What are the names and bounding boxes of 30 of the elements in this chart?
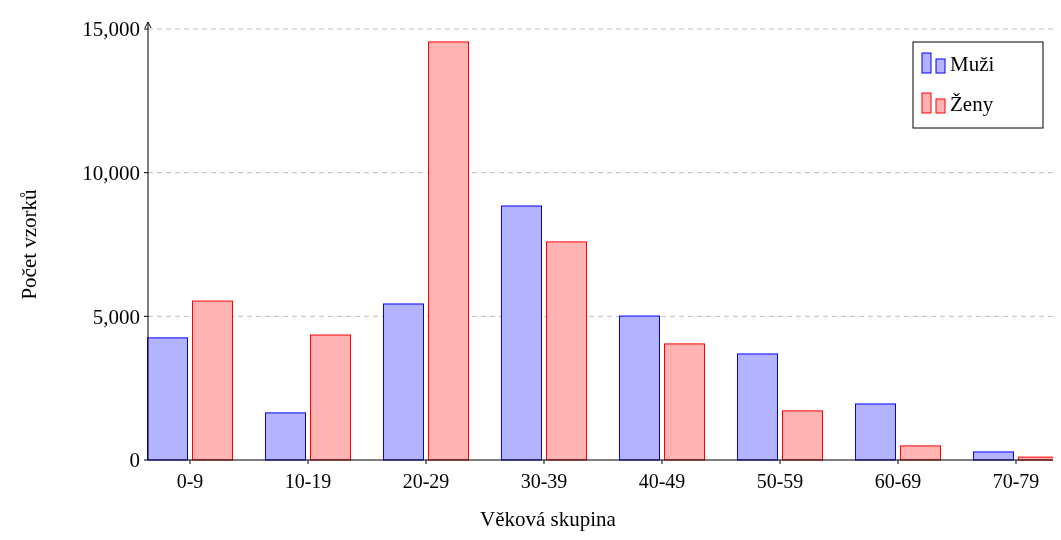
y-tick-label: 10,000 xyxy=(82,161,140,186)
y-axis-title: Počet vzorků xyxy=(17,188,41,300)
bar xyxy=(664,343,705,461)
bar xyxy=(310,334,351,461)
bar xyxy=(501,205,542,461)
x-tick-label: 0-9 xyxy=(176,470,204,492)
y-tick-label: 0 xyxy=(129,448,140,473)
x-tick-label: 10-19 xyxy=(284,470,332,492)
x-tick-label: 40-49 xyxy=(638,470,686,492)
x-axis-title: Věková skupina xyxy=(480,507,617,531)
bar xyxy=(383,303,424,461)
bar xyxy=(900,445,941,461)
bar xyxy=(546,241,587,461)
x-tick-label: 20-29 xyxy=(402,470,450,492)
bar xyxy=(619,315,660,461)
x-tick-label: 30-39 xyxy=(520,470,568,492)
bar xyxy=(147,337,188,461)
y-tick-label: 15,000 xyxy=(82,17,140,42)
x-tick-label: 70-79 xyxy=(992,470,1040,492)
x-tick-label: 50-59 xyxy=(756,470,804,492)
bar xyxy=(428,41,469,461)
legend-label: Muži xyxy=(950,52,995,76)
bar xyxy=(855,403,896,461)
bar xyxy=(192,300,233,461)
x-tick-label: 60-69 xyxy=(874,470,922,492)
y-tick-label: 5,000 xyxy=(92,304,140,329)
bar xyxy=(782,410,823,461)
legend-label: Ženy xyxy=(950,92,994,116)
bar xyxy=(737,353,778,461)
bar xyxy=(265,412,306,461)
